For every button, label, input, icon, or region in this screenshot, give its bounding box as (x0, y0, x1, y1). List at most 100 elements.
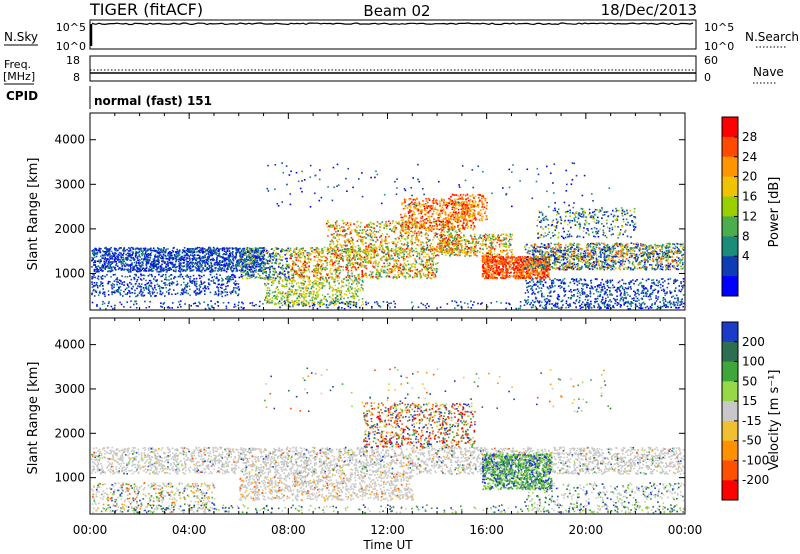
range-cell (164, 273, 167, 276)
range-cell (383, 269, 385, 272)
range-cell (248, 249, 250, 252)
range-cell (358, 235, 360, 237)
range-cell (123, 247, 126, 249)
range-cell (183, 254, 186, 257)
range-cell (390, 254, 393, 257)
range-cell (259, 258, 261, 260)
range-cell (287, 263, 290, 266)
freq-panel: Freq. [MHz] 18 8 60 0 Nave (3, 54, 784, 85)
range-cell (460, 204, 463, 207)
range-cell (109, 261, 111, 263)
range-cell (273, 257, 276, 259)
range-cell (151, 275, 153, 278)
range-cell (259, 274, 261, 277)
range-cell (436, 248, 438, 250)
range-cell (126, 248, 128, 251)
range-cell (353, 254, 355, 257)
range-cell (347, 256, 349, 259)
range-cell (252, 263, 255, 266)
range-cell (200, 257, 203, 259)
range-cell (91, 293, 93, 296)
range-cell (234, 283, 237, 286)
range-cell (418, 226, 421, 229)
range-cell (395, 246, 397, 249)
range-cell (403, 243, 406, 245)
range-cell (335, 297, 337, 299)
range-cell (139, 278, 142, 280)
range-cell (206, 266, 208, 269)
range-cell (332, 224, 334, 227)
range-cell (435, 232, 437, 234)
range-cell (150, 249, 152, 252)
range-cell (366, 247, 369, 250)
range-cell (341, 220, 344, 222)
range-cell (225, 278, 228, 280)
range-cell (185, 275, 187, 277)
range-cell (442, 223, 444, 225)
range-cell (218, 249, 220, 251)
range-cell (263, 263, 265, 266)
range-cell (266, 282, 269, 285)
range-cell (185, 264, 188, 266)
range-cell (137, 268, 139, 270)
range-cell (433, 210, 435, 213)
range-cell (334, 278, 336, 281)
range-cell (425, 247, 428, 250)
range-cell (141, 254, 143, 257)
range-cell (327, 248, 329, 250)
range-cell (178, 263, 181, 265)
range-cell (235, 282, 238, 285)
range-cell (159, 251, 161, 253)
range-cell (307, 268, 310, 270)
range-cell (275, 255, 278, 257)
range-cell (198, 267, 201, 270)
range-cell (354, 228, 357, 231)
range-cell (278, 302, 280, 305)
range-cell (400, 249, 403, 252)
range-cell (162, 257, 165, 260)
range-cell (356, 280, 359, 283)
cpid-panel: CPID normal (fast) 151 (6, 86, 212, 109)
range-cell (331, 260, 334, 263)
range-cell (145, 256, 147, 259)
range-cell (392, 277, 395, 279)
range-cell (317, 285, 319, 287)
range-cell (129, 275, 131, 277)
range-cell (315, 247, 318, 249)
range-cell (96, 260, 99, 263)
range-cell (414, 258, 416, 260)
range-cell (203, 286, 206, 289)
range-cell (123, 248, 125, 250)
range-cell (273, 274, 275, 276)
range-cell (113, 284, 115, 286)
range-cell (270, 276, 272, 279)
range-cell (364, 264, 366, 267)
range-cell (365, 230, 367, 233)
range-cell (418, 262, 421, 265)
range-cell (353, 266, 355, 268)
range-cell (354, 257, 356, 259)
range-cell (173, 265, 176, 267)
range-cell (189, 259, 191, 262)
range-cell (425, 209, 427, 212)
range-cell (218, 253, 220, 255)
range-cell (365, 276, 368, 279)
range-cell (117, 289, 119, 292)
range-cell (231, 291, 233, 293)
range-cell (248, 258, 250, 260)
range-cell (327, 293, 329, 295)
range-cell (249, 266, 252, 268)
range-cell (457, 244, 459, 247)
range-cell (105, 246, 107, 249)
range-cell (221, 295, 223, 298)
range-cell (435, 223, 438, 226)
range-cell (385, 259, 387, 261)
range-cell (264, 283, 266, 285)
range-cell (459, 227, 462, 230)
range-cell (245, 258, 248, 260)
range-cell (154, 253, 157, 256)
range-cell (280, 271, 282, 274)
range-cell (174, 270, 177, 273)
range-cell (288, 287, 291, 289)
range-cell (246, 270, 249, 273)
